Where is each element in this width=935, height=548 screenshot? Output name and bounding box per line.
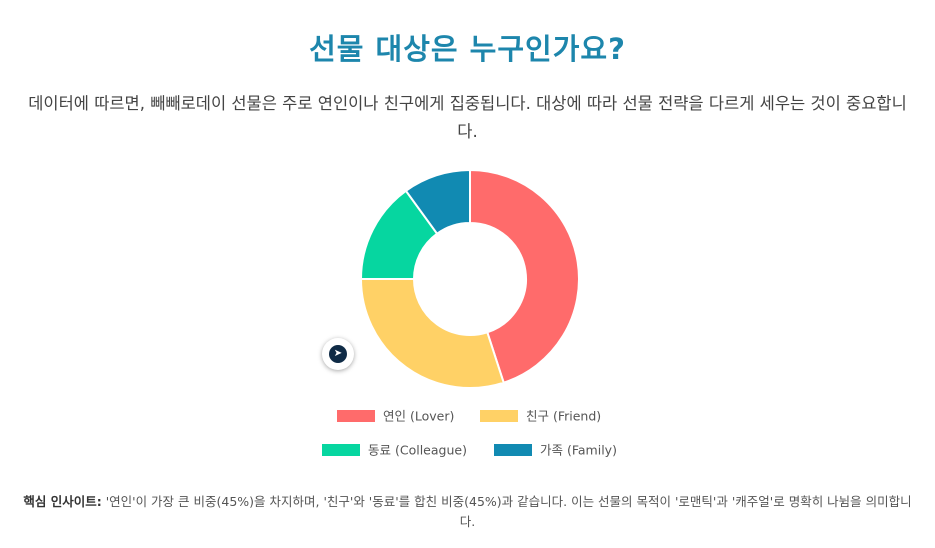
chart-legend[interactable]: 연인 (Lover) 친구 (Friend) 동료 (Colleague) 가족 (F… [322, 409, 617, 458]
legend-item-3[interactable]: 가족 (Family) [494, 443, 617, 458]
legend-swatch [494, 444, 532, 456]
legend-item-0[interactable]: 연인 (Lover) [337, 409, 454, 424]
chart-slices [359, 168, 580, 389]
insight-label: 핵심 인사이트: [23, 494, 102, 509]
floating-widget-button[interactable]: ➤ [322, 338, 354, 370]
legend-item-2[interactable]: 동료 (Colleague) [322, 443, 467, 458]
legend-swatch [337, 410, 375, 422]
legend-item-1[interactable]: 친구 (Friend) [480, 409, 601, 424]
legend-swatch [322, 444, 360, 456]
legend-swatch [480, 410, 518, 422]
page-title: 선물 대상은 누구인가요? [309, 32, 626, 66]
insight-text: '연인'이 가장 큰 비중(45%)을 차지하며, '친구'와 '동료'를 합친… [105, 494, 912, 529]
extension-arrow-icon: ➤ [329, 345, 347, 363]
legend-label: 동료 (Colleague) [368, 443, 467, 458]
legend-label: 가족 (Family) [540, 443, 617, 458]
slice-0[interactable] [469, 168, 580, 384]
page-description: 데이터에 따르면, 빼빼로데이 선물은 주로 연인이나 친구에게 집중됩니다. … [28, 94, 907, 141]
slice-1[interactable] [359, 278, 505, 389]
slice-3[interactable] [404, 168, 471, 236]
legend-label: 연인 (Lover) [383, 409, 454, 424]
legend-label: 친구 (Friend) [526, 409, 601, 424]
key-insight: 핵심 인사이트: '연인'이 가장 큰 비중(45%)을 차지하며, '친구'와… [20, 492, 915, 532]
